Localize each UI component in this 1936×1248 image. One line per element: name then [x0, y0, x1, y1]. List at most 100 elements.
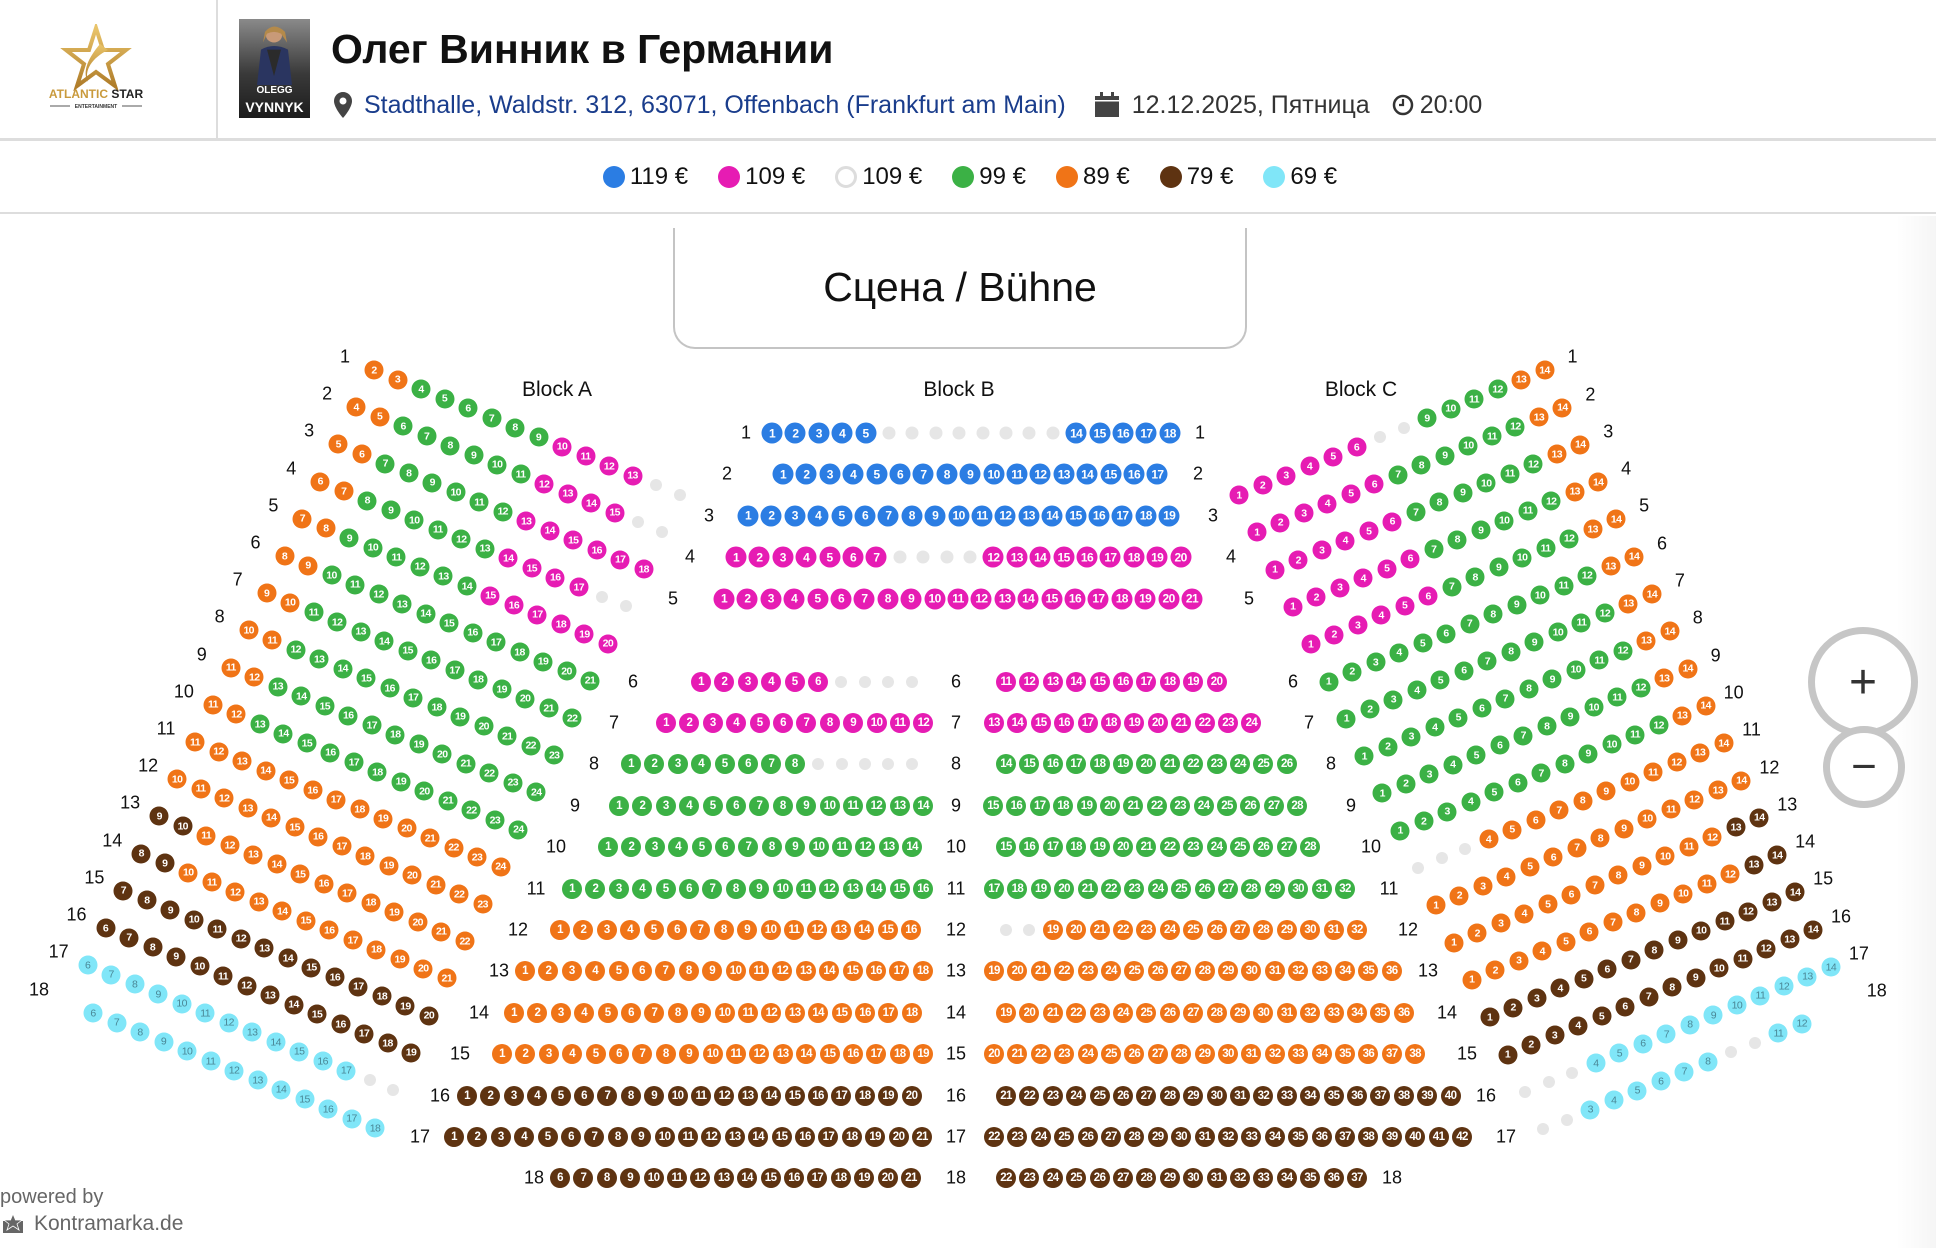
seat[interactable]: 14 — [581, 493, 601, 513]
seat[interactable]: 36 — [1347, 1085, 1367, 1106]
seat[interactable]: 10 — [190, 956, 209, 976]
seat[interactable]: 12 — [1029, 463, 1051, 485]
seat[interactable]: 16 — [1113, 671, 1133, 692]
seat[interactable]: 14 — [266, 1032, 286, 1052]
seat[interactable]: 3 — [1509, 951, 1529, 971]
seat[interactable]: 16 — [1064, 588, 1086, 610]
seat[interactable]: 20 — [414, 781, 434, 801]
seat[interactable]: 23 — [1077, 961, 1098, 982]
seat[interactable]: 16 — [901, 920, 921, 940]
seat[interactable]: 12 — [224, 1061, 244, 1081]
seat[interactable]: 22 — [1183, 754, 1204, 775]
seat[interactable]: 9 — [422, 473, 442, 493]
seat[interactable]: 12 — [1774, 976, 1794, 996]
seat[interactable]: 11 — [678, 1127, 698, 1147]
seat[interactable]: 3 — [608, 878, 629, 899]
seat[interactable]: 6 — [854, 505, 876, 527]
seat[interactable]: 15 — [1053, 546, 1075, 568]
seat[interactable]: 9 — [1471, 520, 1491, 540]
seat[interactable]: 40 — [1440, 1085, 1461, 1106]
seat[interactable]: 33 — [1311, 961, 1332, 982]
seat[interactable]: 20 — [1066, 920, 1087, 940]
seat[interactable]: 14 — [1714, 733, 1733, 753]
seat[interactable]: 19 — [1124, 713, 1145, 733]
seat[interactable]: 2 — [1378, 737, 1398, 756]
seat[interactable]: 2 — [1449, 886, 1469, 906]
seat[interactable]: 24 — [1077, 1044, 1098, 1065]
seat[interactable]: 6 — [609, 1044, 629, 1065]
seat[interactable]: 8 — [130, 1022, 150, 1042]
seat[interactable]: 22 — [479, 763, 499, 783]
seat[interactable]: 14 — [902, 837, 923, 858]
seat[interactable]: 14 — [1535, 360, 1554, 380]
seat[interactable]: 18 — [1007, 878, 1028, 899]
seat[interactable]: 4 — [1496, 867, 1516, 886]
seat[interactable]: 8 — [1537, 716, 1557, 736]
seat[interactable]: 4 — [1353, 568, 1373, 588]
seat[interactable]: 12 — [970, 588, 992, 610]
seat[interactable]: 13 — [784, 1002, 805, 1023]
seat[interactable]: 4 — [574, 1002, 595, 1023]
seat[interactable]: 30 — [1288, 878, 1309, 899]
seat[interactable]: 13 — [1511, 370, 1531, 390]
seat[interactable]: 3 — [1330, 578, 1350, 598]
seat[interactable]: 6 — [738, 754, 758, 775]
seat[interactable]: 15 — [296, 911, 316, 931]
atlantic-star-logo[interactable]: ATLANTIC STAR ENTERTAINMENT — [36, 21, 186, 114]
seat[interactable]: 4 — [585, 961, 606, 982]
seat[interactable]: 19 — [984, 961, 1004, 982]
legend-item[interactable]: 89 € — [1055, 163, 1130, 191]
seat[interactable]: 9 — [166, 947, 186, 967]
seat[interactable]: 20 — [402, 865, 422, 885]
seat[interactable]: 3 — [1419, 764, 1439, 784]
seat[interactable]: 27 — [1147, 1044, 1168, 1065]
seat[interactable]: 34 — [1264, 1127, 1285, 1147]
seat[interactable]: 17 — [1077, 713, 1098, 733]
seat[interactable]: 6 — [667, 920, 687, 940]
seat[interactable]: 19 — [409, 734, 429, 754]
seat[interactable]: 12 — [807, 920, 828, 940]
seat[interactable]: 18 — [1053, 795, 1074, 816]
seat[interactable]: 15 — [771, 1127, 792, 1147]
seat[interactable]: 18 — [889, 1044, 910, 1065]
seat[interactable]: 12 — [1684, 790, 1704, 810]
seat[interactable]: 11 — [345, 575, 365, 595]
seat[interactable]: 11 — [1482, 426, 1502, 446]
seat[interactable]: 12 — [1577, 566, 1597, 586]
seat[interactable]: 5 — [1377, 559, 1397, 578]
seat[interactable]: 27 — [1171, 961, 1192, 982]
seat[interactable]: 12 — [451, 529, 471, 549]
seat[interactable]: 10 — [1709, 958, 1729, 978]
seat[interactable]: 16 — [1042, 754, 1063, 775]
seat[interactable]: 17 — [337, 883, 357, 903]
seat[interactable]: 5 — [1484, 782, 1504, 802]
seat[interactable]: 24 — [491, 857, 510, 877]
seat[interactable]: 11 — [1643, 762, 1663, 782]
seat[interactable]: 18 — [378, 1033, 397, 1053]
seat[interactable]: 24 — [1193, 795, 1214, 816]
seat[interactable]: 1 — [609, 795, 629, 816]
seat[interactable]: 7 — [107, 1013, 126, 1033]
seat[interactable]: 31 — [1264, 961, 1285, 982]
seat[interactable]: 5 — [1430, 670, 1450, 690]
seat[interactable]: 19 — [379, 856, 399, 876]
seat[interactable]: 1 — [1354, 746, 1374, 766]
seat[interactable]: 5 — [585, 1044, 606, 1065]
seat[interactable]: 2 — [1288, 550, 1308, 570]
seat[interactable]: 5 — [1448, 708, 1468, 728]
seat[interactable]: 9 — [631, 1127, 652, 1147]
seat[interactable]: 4 — [691, 754, 712, 775]
seat[interactable]: 10 — [1602, 734, 1622, 754]
seat[interactable]: 15 — [760, 1168, 781, 1189]
seat[interactable]: 8 — [1698, 1052, 1718, 1072]
seat[interactable]: 15 — [285, 817, 305, 837]
seat[interactable]: 14 — [1785, 882, 1805, 902]
seat[interactable]: 18 — [366, 940, 386, 960]
seat[interactable]: 13 — [1744, 855, 1764, 875]
seat[interactable]: 26 — [1113, 1085, 1133, 1106]
seat[interactable]: 13 — [1565, 482, 1585, 502]
seat[interactable]: 22 — [984, 1127, 1004, 1147]
seat[interactable]: 10 — [1620, 772, 1639, 792]
seat[interactable]: 36 — [1323, 1168, 1344, 1189]
seat[interactable]: 15 — [295, 1089, 314, 1109]
